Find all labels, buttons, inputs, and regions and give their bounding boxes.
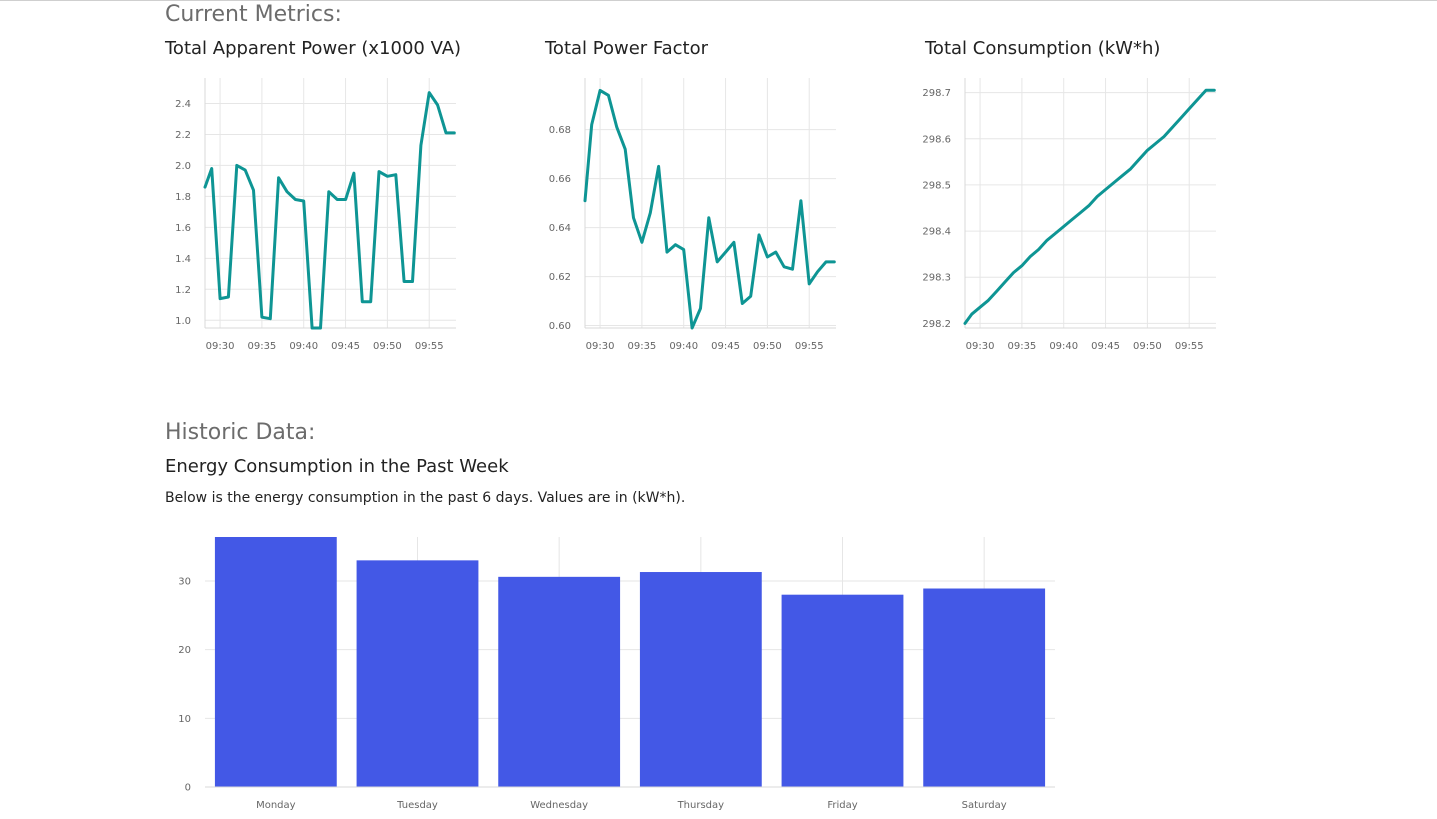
y-tick-label: 298.4 xyxy=(922,227,951,238)
y-tick-label: 298.6 xyxy=(922,134,951,145)
y-tick-label: 0.66 xyxy=(549,174,571,185)
series-line xyxy=(583,88,836,330)
x-tick-label: Tuesday xyxy=(396,800,438,811)
y-tick-label: 1.4 xyxy=(175,254,191,265)
power-factor-chart: 0.60 0.62 0.64 0.66 0.68 09:30 09:35 09:40 09:45… xyxy=(549,78,836,352)
weekly-energy-bar-chart: 0 10 20 30 Monday Tuesday Wednesday Thursday Fri… xyxy=(178,537,1055,811)
historic-data-heading: Historic Data: xyxy=(165,420,316,445)
y-tick-label: 0.68 xyxy=(549,125,571,136)
y-tick-label: 10 xyxy=(178,714,191,725)
gridlines xyxy=(585,78,836,328)
x-tick-label: 09:40 xyxy=(669,341,698,352)
y-tick-label: 30 xyxy=(178,576,191,587)
x-tick-label: 09:45 xyxy=(331,341,360,352)
y-tick-label: 1.2 xyxy=(175,285,191,296)
x-tick-label: 09:55 xyxy=(1175,341,1204,352)
x-tick-label: Friday xyxy=(827,800,857,811)
x-tick-label: 09:30 xyxy=(206,341,235,352)
x-tick-label: Wednesday xyxy=(530,800,588,811)
y-tick-label: 0.64 xyxy=(549,223,571,234)
x-tick-label: 09:50 xyxy=(1133,341,1162,352)
x-tick-label: 09:40 xyxy=(289,341,318,352)
consumption-chart: 298.2 298.3 298.4 298.5 298.6 298.7 09:30 09:35… xyxy=(922,78,1216,352)
apparent-power-title: Total Apparent Power (x1000 VA) xyxy=(165,38,462,59)
x-tick-label: 09:50 xyxy=(753,341,782,352)
x-tick-label: 09:55 xyxy=(795,341,824,352)
weekly-energy-description: Below is the energy consumption in the p… xyxy=(165,490,686,506)
y-tick-label: 2.0 xyxy=(175,161,191,172)
y-tick-label: 2.2 xyxy=(175,130,191,141)
bar-tuesday xyxy=(356,560,479,787)
x-tick-label: 09:35 xyxy=(627,341,656,352)
x-tick-label: 09:45 xyxy=(711,341,740,352)
x-tick-label: 09:45 xyxy=(1091,341,1120,352)
y-tick-label: 2.4 xyxy=(175,99,191,110)
y-tick-label: 298.7 xyxy=(922,88,951,99)
power-factor-title: Total Power Factor xyxy=(545,38,709,59)
y-tick-label: 0.62 xyxy=(549,272,571,283)
x-tick-label: 09:55 xyxy=(415,341,444,352)
y-tick-label: 20 xyxy=(178,645,191,656)
x-tick-label: 09:30 xyxy=(966,341,995,352)
series-line xyxy=(203,91,456,330)
bar-monday xyxy=(214,537,337,787)
y-tick-label: 0.60 xyxy=(549,321,571,332)
x-tick-label: Monday xyxy=(256,800,296,811)
y-tick-label: 298.5 xyxy=(922,180,951,191)
y-tick-label: 298.2 xyxy=(922,319,951,330)
gridlines xyxy=(965,78,1216,328)
top-divider xyxy=(0,0,1437,1)
bar-thursday xyxy=(639,572,762,787)
y-tick-label: 0 xyxy=(185,783,191,794)
series-line xyxy=(963,88,1216,325)
weekly-energy-title: Energy Consumption in the Past Week xyxy=(165,456,509,477)
y-tick-label: 298.3 xyxy=(922,273,951,284)
bar-wednesday xyxy=(498,576,621,787)
y-tick-label: 1.0 xyxy=(175,316,191,327)
bar-saturday xyxy=(923,588,1046,787)
x-tick-label: 09:50 xyxy=(373,341,402,352)
y-tick-label: 1.6 xyxy=(175,223,191,234)
x-tick-label: 09:30 xyxy=(586,341,615,352)
consumption-title: Total Consumption (kW*h) xyxy=(925,38,1161,59)
gridlines xyxy=(205,78,456,328)
x-tick-label: Saturday xyxy=(962,800,1007,811)
x-tick-label: 09:40 xyxy=(1049,341,1078,352)
x-tick-label: Thursday xyxy=(677,800,725,811)
x-tick-label: 09:35 xyxy=(1007,341,1036,352)
x-tick-label: 09:35 xyxy=(247,341,276,352)
current-metrics-heading: Current Metrics: xyxy=(165,2,342,27)
bar-friday xyxy=(781,594,904,787)
apparent-power-chart: 1.0 1.2 1.4 1.6 1.8 2.0 2.2 2.4 09:30 09:35 09:40 0… xyxy=(175,78,456,352)
y-tick-label: 1.8 xyxy=(175,192,191,203)
